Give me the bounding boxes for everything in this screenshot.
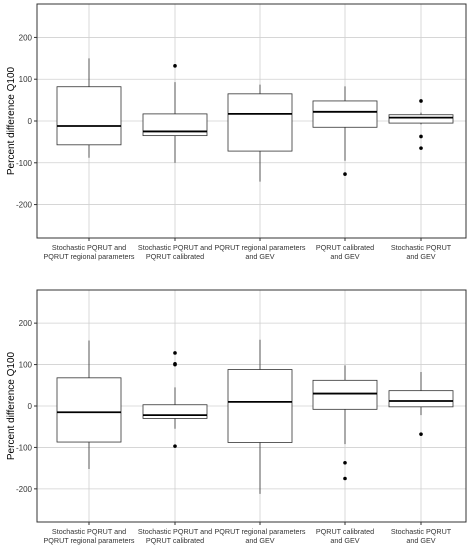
box-iqr (56, 377, 122, 443)
box-iqr (227, 93, 293, 152)
x-tick-label-line: Stochastic PQRUT and (52, 243, 126, 252)
y-axis-label: Percent difference Q100 (6, 351, 17, 460)
y-tick-label: 0 (28, 117, 33, 126)
x-tick-label-line: Stochastic PQRUT (391, 243, 452, 252)
box-5 (388, 372, 454, 436)
y-tick-label: 100 (19, 361, 33, 370)
box-4 (312, 86, 378, 176)
x-tick-label-line: Stochastic PQRUT (391, 527, 452, 536)
box-iqr (388, 390, 454, 408)
chart-panel-1: -200 -100 0 100 200 Percent difference Q100 St… (6, 3, 467, 261)
y-tick-label: 0 (28, 402, 33, 411)
outlier-point (173, 444, 177, 448)
box-iqr (312, 100, 378, 128)
box-1 (56, 340, 122, 469)
outlier-point (173, 362, 177, 367)
x-tick-label-line: Stochastic PQRUT and (138, 243, 212, 252)
x-tick-label-line: Stochastic PQRUT and (52, 527, 126, 536)
outlier-point (343, 460, 347, 465)
x-tick-label-line: PQRUT regional parameters (215, 527, 306, 536)
box-2 (142, 351, 208, 448)
box-3 (227, 339, 293, 494)
x-tick-label-line: and GEV (330, 252, 359, 261)
box-iqr (227, 369, 293, 443)
box-4 (312, 365, 378, 481)
x-tick-label-line: and GEV (245, 536, 274, 545)
box-iqr (56, 86, 122, 146)
y-axis-label: Percent difference Q100 (6, 66, 17, 175)
outlier-point (343, 172, 347, 176)
box-2 (142, 64, 208, 163)
x-tick-label-line: PQRUT regional parameters (215, 243, 306, 252)
x-tick-label: Stochastic PQRUT and PQRUT regional param… (44, 527, 135, 545)
y-tick-label: 200 (19, 319, 33, 328)
box-3 (227, 84, 293, 182)
outlier-point (343, 476, 347, 481)
y-tick-label: -100 (16, 159, 33, 168)
x-tick-label-line: and GEV (406, 536, 435, 545)
outlier-point (419, 99, 423, 103)
x-tick-label: PQRUT calibrated and GEV (316, 243, 374, 261)
x-tick-label: Stochastic PQRUT and PQRUT calibrated (138, 243, 212, 261)
y-tick-label: 100 (19, 75, 33, 84)
outlier-point (173, 64, 177, 68)
x-tick-label: PQRUT calibrated and GEV (316, 527, 374, 545)
x-tick-label-line: PQRUT calibrated (146, 252, 204, 261)
x-tick-label-line: and GEV (330, 536, 359, 545)
outlier-point (419, 134, 423, 139)
x-tick-label: Stochastic PQRUT and PQRUT regional param… (44, 243, 135, 261)
y-tick-label: 200 (19, 33, 33, 42)
x-tick-label-line: and GEV (406, 252, 435, 261)
x-tick-label-line: and GEV (245, 252, 274, 261)
x-tick-label-line: PQRUT regional parameters (44, 536, 135, 545)
box-iqr (312, 379, 378, 410)
y-tick-label: -100 (16, 443, 33, 452)
x-tick-label: Stochastic PQRUT and GEV (391, 243, 452, 261)
chart-panel-2: -200 -100 0 100 200 Percent difference Q100 St… (6, 289, 467, 545)
box-iqr (142, 113, 208, 137)
x-tick-label-line: PQRUT calibrated (316, 527, 374, 536)
y-tick-label: -200 (16, 485, 33, 494)
x-tick-label-line: PQRUT calibrated (316, 243, 374, 252)
x-tick-label: PQRUT regional parameters and GEV (215, 243, 306, 261)
box-1 (56, 58, 122, 158)
x-tick-label: PQRUT regional parameters and GEV (215, 527, 306, 545)
y-tick-label: -200 (16, 201, 33, 210)
x-tick-label: Stochastic PQRUT and PQRUT calibrated (138, 527, 212, 545)
x-tick-label-line: PQRUT calibrated (146, 536, 204, 545)
box-5 (388, 99, 454, 150)
box-iqr (142, 404, 208, 419)
x-tick-label-line: PQRUT regional parameters (44, 252, 135, 261)
outlier-point (173, 351, 177, 355)
box-iqr (388, 114, 454, 124)
x-tick-label: Stochastic PQRUT and GEV (391, 527, 452, 545)
x-tick-label-line: Stochastic PQRUT and (138, 527, 212, 536)
outlier-point (419, 432, 423, 436)
outlier-point (419, 146, 423, 150)
